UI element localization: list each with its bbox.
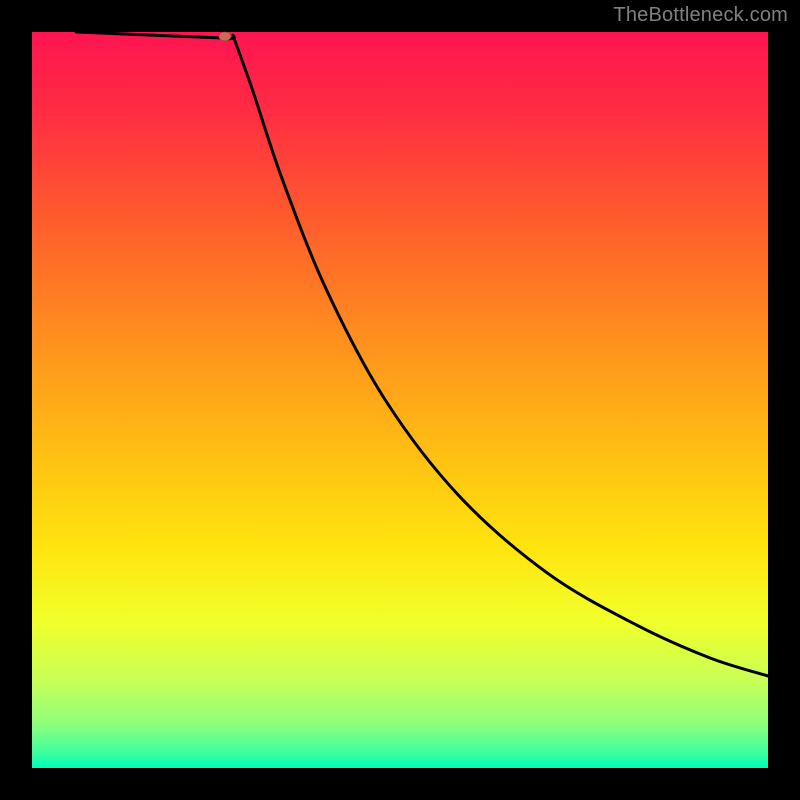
chart-container: TheBottleneck.com xyxy=(0,0,800,800)
minimum-marker xyxy=(219,32,231,41)
bottleneck-curve xyxy=(76,32,768,676)
watermark-text: TheBottleneck.com xyxy=(613,4,788,27)
curve-overlay xyxy=(0,0,800,800)
